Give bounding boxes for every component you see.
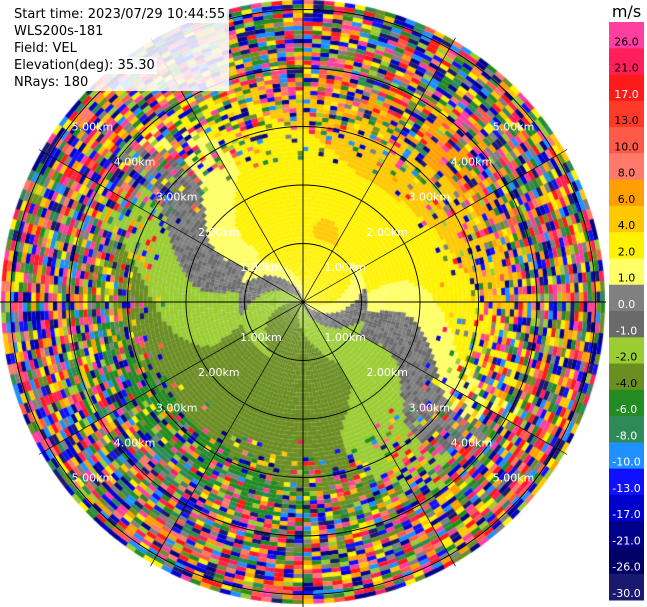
range-ring-label: 4.00km xyxy=(114,436,156,449)
colorbar-tick-label: 0.0 xyxy=(618,298,636,311)
colorbar-swatch xyxy=(609,442,644,470)
nrays-label: NRays: 180 xyxy=(12,74,91,91)
colorbar-tick-label: 8.0 xyxy=(618,167,636,180)
elevation-label: Elevation(deg): 35.30 xyxy=(12,57,157,74)
colorbar-swatch xyxy=(609,232,644,259)
colorbar-tick-label: -1.0 xyxy=(616,324,637,337)
colorbar-swatch xyxy=(609,153,644,181)
azimuth-spoke xyxy=(38,301,304,455)
colorbar-swatch xyxy=(609,337,644,365)
range-ring-label: 2.00km xyxy=(366,226,408,239)
colorbar-swatch xyxy=(609,100,644,128)
range-ring-overlay: 1.00km 1.00km 1.00km 1.00km 2.00km 2.00km 2.00… xyxy=(0,0,606,607)
colorbar-tick-label: -17.0 xyxy=(612,508,640,521)
range-ring-label: 4.00km xyxy=(451,436,493,449)
colorbar-tick-label: 10.0 xyxy=(614,140,639,153)
range-ring-label: 2.00km xyxy=(366,366,408,379)
colorbar-swatch xyxy=(609,494,644,522)
colorbar-tick-label: -26.0 xyxy=(612,561,640,574)
colorbar-tick-label: 2.0 xyxy=(618,245,636,258)
colorbar-swatch xyxy=(609,22,644,49)
colorbar-swatch xyxy=(609,363,644,391)
colorbar-tick-label: 26.0 xyxy=(614,35,639,48)
colorbar-swatch xyxy=(609,468,644,496)
colorbar-tick-label: 13.0 xyxy=(614,114,639,127)
range-ring-label: 1.00km xyxy=(324,261,366,274)
colorbar-unit: m/s xyxy=(612,2,641,21)
range-ring-label: 4.00km xyxy=(114,156,156,169)
colorbar-tick-label: 6.0 xyxy=(618,193,636,206)
range-ring-label: 3.00km xyxy=(156,191,198,204)
colorbar-tick-label: 1.0 xyxy=(618,272,636,285)
colorbar-tick-label: -6.0 xyxy=(616,403,637,416)
range-ring-label: 3.00km xyxy=(156,401,198,414)
azimuth-spoke xyxy=(302,301,568,455)
colorbar-tick-label: -8.0 xyxy=(616,429,637,442)
colorbar-tick-label: 21.0 xyxy=(614,62,639,75)
colorbar-tick-label: -2.0 xyxy=(616,351,637,364)
colorbar-swatch xyxy=(609,127,644,154)
colorbar-tick-label: -4.0 xyxy=(616,377,637,390)
colorbar-swatch xyxy=(609,547,644,575)
range-ring-label: 5.00km xyxy=(493,121,535,134)
start-time-label: Start time: 2023/07/29 10:44:55 xyxy=(12,6,228,23)
colorbar-swatch xyxy=(609,521,644,548)
colorbar-tick-label: -30.0 xyxy=(612,587,640,600)
colorbar-swatch xyxy=(609,179,644,207)
colorbar-swatch xyxy=(609,205,644,233)
colorbar-swatch xyxy=(609,311,644,338)
colorbar-swatch xyxy=(609,573,644,601)
range-ring-label: 4.00km xyxy=(451,156,493,169)
colorbar-swatch xyxy=(609,389,644,417)
colorbar-swatch xyxy=(609,284,644,312)
range-ring-label: 3.00km xyxy=(409,191,451,204)
colorbar-swatch xyxy=(609,48,644,76)
colorbar-tick-label: -13.0 xyxy=(612,482,640,495)
range-ring-label: 2.00km xyxy=(198,226,240,239)
colorbar-swatch xyxy=(609,258,644,286)
azimuth-spoke xyxy=(302,301,456,567)
range-ring-label: 1.00km xyxy=(240,331,282,344)
azimuth-spoke xyxy=(150,301,304,567)
range-ring-label: 5.00km xyxy=(72,472,114,485)
colorbar-tick-label: 17.0 xyxy=(614,88,639,101)
azimuth-spoke xyxy=(302,37,456,303)
scan-info-panel: Start time: 2023/07/29 10:44:55 WLS200s-… xyxy=(10,6,230,91)
azimuth-spoke xyxy=(38,149,304,303)
colorbar-tick-label: -21.0 xyxy=(612,534,640,547)
colorbar-tick-label: -10.0 xyxy=(612,456,640,469)
range-ring-label: 1.00km xyxy=(324,331,366,344)
colorbar-tick-label: 4.0 xyxy=(618,219,636,232)
range-ring-label: 5.00km xyxy=(72,121,114,134)
range-ring-label: 5.00km xyxy=(493,472,535,485)
colorbar-swatch xyxy=(609,74,644,102)
range-ring-label: 3.00km xyxy=(409,401,451,414)
range-ring-label: 2.00km xyxy=(198,366,240,379)
colorbar-swatch xyxy=(609,416,644,443)
field-label: Field: VEL xyxy=(12,40,79,57)
azimuth-spoke xyxy=(302,149,568,303)
instrument-label: WLS200s-181 xyxy=(12,23,106,40)
range-ring-label: 1.00km xyxy=(240,261,282,274)
